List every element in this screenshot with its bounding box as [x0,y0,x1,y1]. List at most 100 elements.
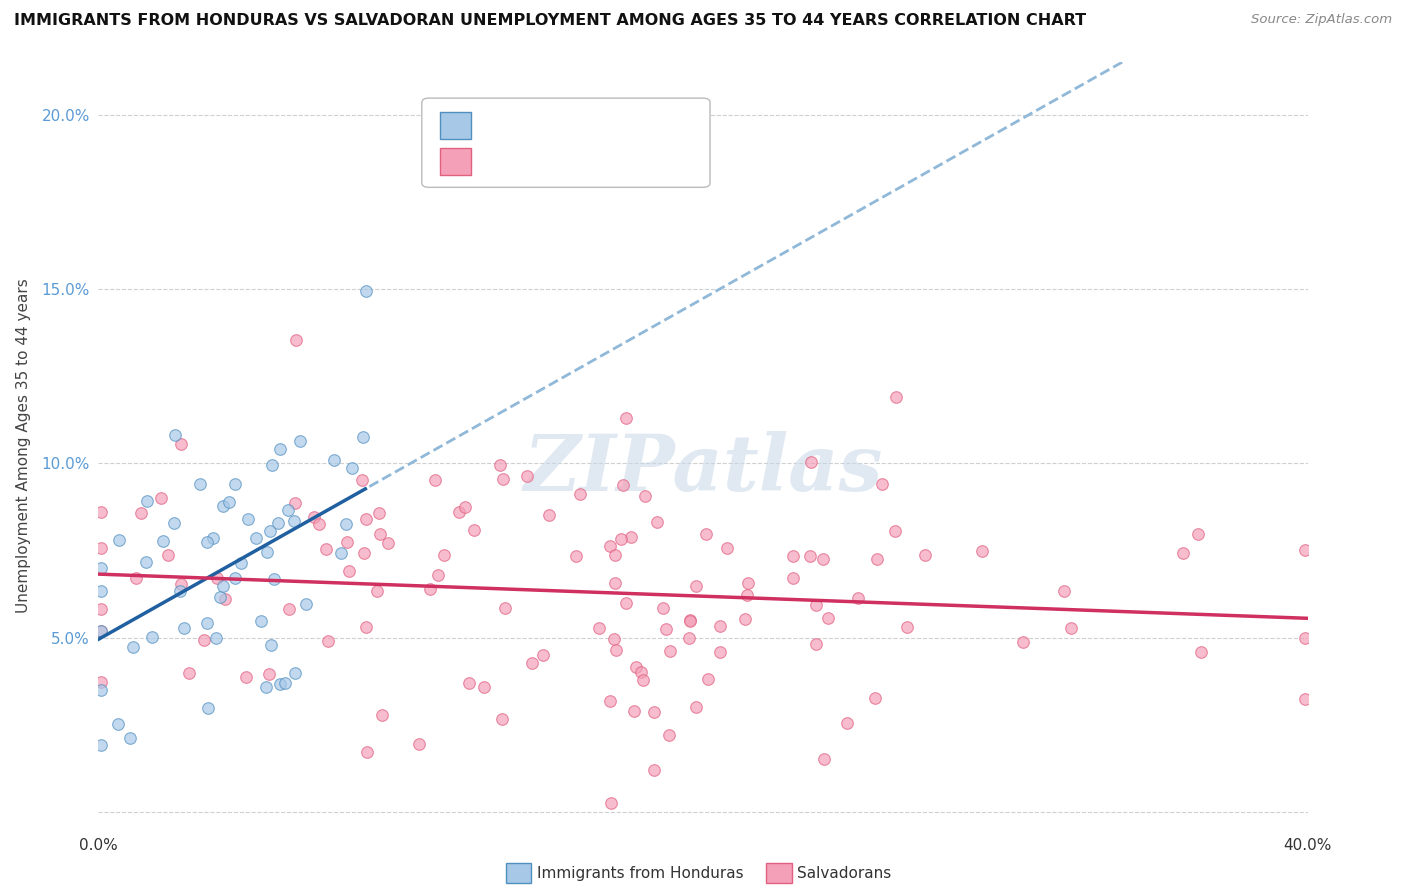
Salvadorans [315,541,337,556]
Salvadorans [599,539,621,553]
Immigrants from Honduras [121,640,143,654]
Text: 122: 122 [623,154,654,169]
Immigrants from Honduras [330,546,353,560]
Salvadorans [645,516,668,530]
Salvadorans [623,704,645,718]
Salvadorans [1012,635,1035,649]
Salvadorans [568,487,591,501]
Salvadorans [90,505,112,519]
Salvadorans [1294,542,1316,557]
Text: N =: N = [581,118,613,133]
Salvadorans [884,390,907,404]
Salvadorans [367,506,389,520]
Text: 0.545: 0.545 [522,118,568,133]
Immigrants from Honduras [224,476,246,491]
Salvadorans [633,673,655,687]
Salvadorans [813,752,835,766]
Salvadorans [491,471,513,485]
Salvadorans [685,699,707,714]
Immigrants from Honduras [173,621,195,635]
Text: R =: R = [479,118,510,133]
Immigrants from Honduras [245,531,267,545]
Salvadorans [425,473,447,487]
Immigrants from Honduras [107,716,129,731]
Immigrants from Honduras [259,524,281,539]
Salvadorans [284,496,307,510]
Salvadorans [337,564,360,578]
Salvadorans [356,745,378,759]
Salvadorans [454,500,477,515]
Salvadorans [537,508,560,522]
Salvadorans [125,571,148,585]
Salvadorans [354,620,377,634]
Salvadorans [1294,692,1316,706]
Salvadorans [679,614,702,628]
Immigrants from Honduras [90,583,112,598]
Salvadorans [697,672,720,686]
Immigrants from Honduras [267,516,290,531]
Y-axis label: Unemployment Among Ages 35 to 44 years: Unemployment Among Ages 35 to 44 years [15,278,31,614]
Salvadorans [602,632,624,646]
Text: Immigrants from Honduras: Immigrants from Honduras [537,866,744,880]
Immigrants from Honduras [284,666,307,681]
Salvadorans [605,642,627,657]
Salvadorans [350,473,373,487]
Salvadorans [156,549,179,563]
Salvadorans [970,544,993,558]
Salvadorans [678,632,700,646]
Immigrants from Honduras [209,590,232,604]
Salvadorans [488,458,510,472]
Text: Source: ZipAtlas.com: Source: ZipAtlas.com [1251,13,1392,27]
Salvadorans [531,648,554,663]
Immigrants from Honduras [290,434,312,448]
Immigrants from Honduras [340,460,363,475]
Immigrants from Honduras [188,477,211,491]
Salvadorans [630,665,652,680]
Immigrants from Honduras [163,428,186,442]
Immigrants from Honduras [108,533,131,547]
Immigrants from Honduras [135,494,157,508]
Salvadorans [565,549,588,563]
Salvadorans [419,582,441,597]
Salvadorans [516,469,538,483]
Salvadorans [90,541,112,555]
Salvadorans [427,567,450,582]
Salvadorans [177,665,200,680]
Salvadorans [806,598,828,612]
Salvadorans [494,601,516,615]
Salvadorans [799,549,821,563]
Text: N =: N = [586,154,619,169]
Salvadorans [813,551,835,566]
Salvadorans [90,675,112,690]
Salvadorans [277,602,299,616]
Salvadorans [835,715,858,730]
Immigrants from Honduras [260,639,283,653]
Salvadorans [716,541,738,555]
Salvadorans [214,592,236,607]
Text: -0.067: -0.067 [522,154,574,169]
Salvadorans [170,577,193,591]
Text: 54: 54 [617,118,637,133]
Immigrants from Honduras [197,700,219,714]
Salvadorans [634,489,657,503]
Salvadorans [612,478,634,492]
Salvadorans [353,546,375,560]
Salvadorans [520,656,543,670]
Salvadorans [643,705,665,719]
Immigrants from Honduras [195,615,218,630]
Salvadorans [896,620,918,634]
Salvadorans [605,548,627,562]
Salvadorans [614,411,637,425]
Immigrants from Honduras [90,682,112,697]
Salvadorans [817,610,839,624]
Immigrants from Honduras [152,533,174,548]
Salvadorans [658,728,681,742]
Salvadorans [655,622,678,636]
Salvadorans [316,633,339,648]
Immigrants from Honduras [229,557,252,571]
Salvadorans [377,536,399,550]
Salvadorans [1187,527,1209,541]
Text: R =: R = [479,154,510,169]
Salvadorans [782,549,804,563]
Immigrants from Honduras [212,579,235,593]
